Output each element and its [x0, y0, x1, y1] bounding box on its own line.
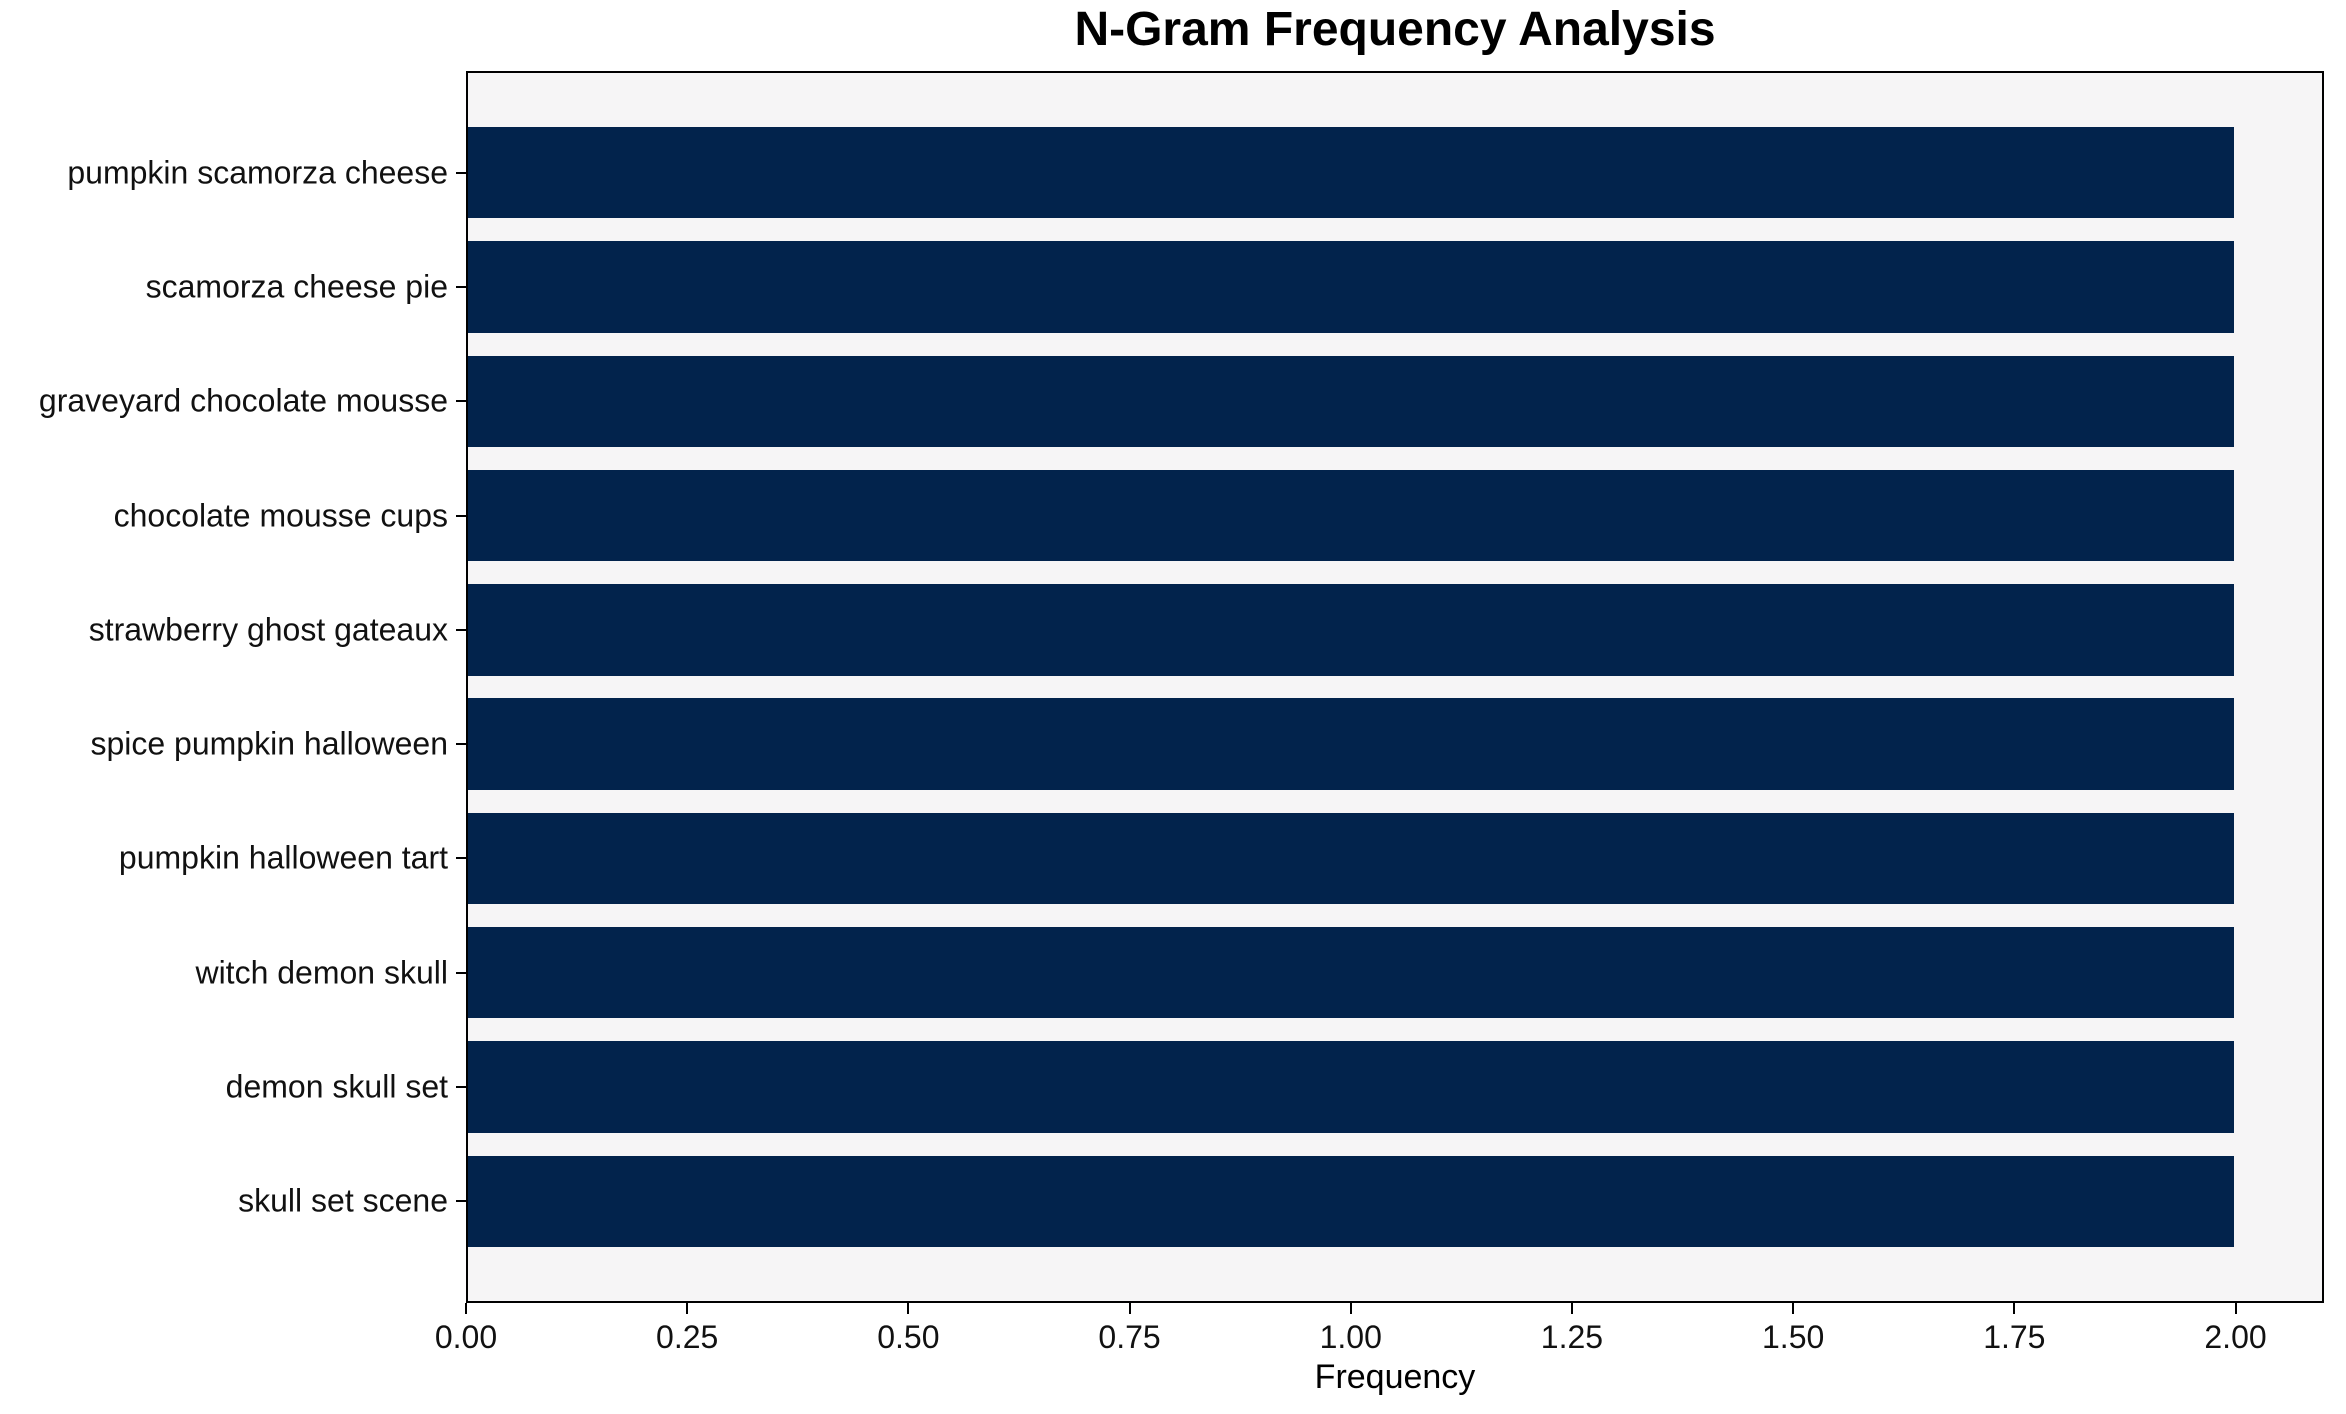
y-tick-label: graveyard chocolate mousse: [38, 382, 448, 419]
x-tick-label: 1.75: [1983, 1319, 2046, 1355]
x-tick: [1349, 1303, 1352, 1314]
x-tick-label: 0.00: [434, 1319, 498, 1355]
y-tick: [456, 171, 466, 174]
x-tick: [907, 1303, 910, 1314]
x-tick-label: 0.75: [1098, 1319, 1161, 1355]
x-axis-label: Frequency: [1314, 1358, 1476, 1396]
y-tick-label: pumpkin halloween tart: [118, 839, 448, 876]
plot-area: [466, 71, 2324, 1303]
y-tick-label: scamorza cheese pie: [145, 268, 448, 305]
chart-title: N-Gram Frequency Analysis: [1074, 3, 1716, 56]
y-tick: [456, 971, 466, 974]
x-tick-label: 0.50: [877, 1319, 940, 1355]
y-tick: [456, 1086, 466, 1088]
x-tick: [2013, 1303, 2016, 1314]
x-tick-label: 1.25: [1540, 1319, 1604, 1355]
y-tick: [456, 628, 466, 631]
bar: [468, 469, 2234, 562]
y-tick-label: pumpkin scamorza cheese: [67, 154, 448, 191]
y-tick: [456, 286, 466, 288]
x-tick: [2234, 1303, 2237, 1314]
y-tick: [456, 857, 466, 860]
bar: [468, 1041, 2234, 1133]
bar: [468, 1155, 2234, 1247]
y-tick: [456, 400, 466, 403]
y-tick-label: witch demon skull: [195, 954, 448, 991]
bar: [468, 241, 2234, 333]
bar: [468, 127, 2234, 219]
bar: [468, 812, 2234, 905]
x-tick: [1570, 1303, 1573, 1314]
x-tick: [465, 1303, 467, 1314]
x-tick-label: 1.50: [1762, 1319, 1825, 1355]
y-tick: [456, 1200, 466, 1203]
bar: [468, 355, 2234, 447]
y-tick: [456, 743, 466, 746]
x-tick: [1792, 1303, 1795, 1314]
bar: [468, 698, 2234, 790]
x-tick: [1128, 1303, 1131, 1314]
y-tick-label: demon skull set: [225, 1068, 448, 1105]
y-tick-label: strawberry ghost gateaux: [88, 611, 448, 648]
x-tick: [686, 1303, 689, 1314]
x-tick-label: 0.25: [656, 1319, 719, 1355]
y-tick-label: chocolate mousse cups: [113, 497, 448, 534]
y-tick-label: spice pumpkin halloween: [90, 725, 448, 762]
y-tick-label: skull set scene: [238, 1182, 448, 1219]
y-tick: [456, 514, 466, 517]
x-tick-label: 2.00: [2204, 1319, 2267, 1355]
bar: [468, 927, 2234, 1019]
x-tick-label: 1.00: [1319, 1319, 1382, 1355]
bar: [468, 584, 2234, 676]
